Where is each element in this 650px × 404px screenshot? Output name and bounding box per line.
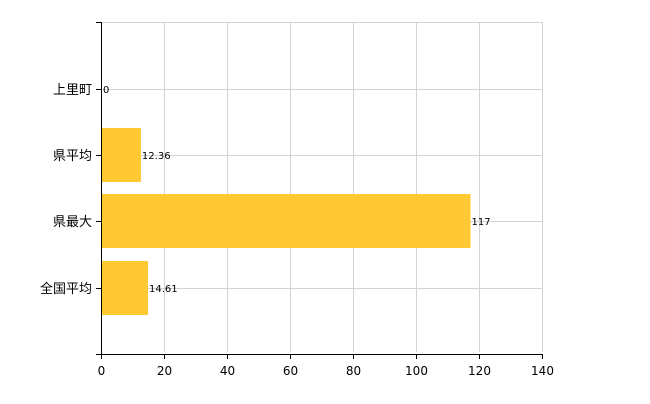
bar-3 xyxy=(102,194,471,248)
bar-2 xyxy=(102,128,141,182)
x-tick-label: 80 xyxy=(346,364,361,378)
category-label: 全国平均 xyxy=(40,281,92,297)
data-label: 14.61 xyxy=(149,284,178,295)
bars xyxy=(102,128,471,315)
x-tick-label: 120 xyxy=(468,364,491,378)
x-tick-label: 20 xyxy=(157,364,172,378)
grid xyxy=(101,22,543,352)
bar-4 xyxy=(102,261,149,315)
x-tick-label: 60 xyxy=(283,364,298,378)
data-label: 117 xyxy=(472,217,491,228)
category-label: 県平均 xyxy=(53,149,92,164)
x-tick-label: 0 xyxy=(98,364,106,378)
category-label: 上里町 xyxy=(53,83,92,98)
x-tick-label: 140 xyxy=(531,364,554,378)
x-tick-label: 40 xyxy=(220,364,235,378)
data-label: 0 xyxy=(103,85,109,96)
x-tick-label: 100 xyxy=(405,364,428,378)
axes xyxy=(96,22,543,359)
category-label: 県最大 xyxy=(53,215,92,230)
data-label: 12.36 xyxy=(142,151,171,162)
